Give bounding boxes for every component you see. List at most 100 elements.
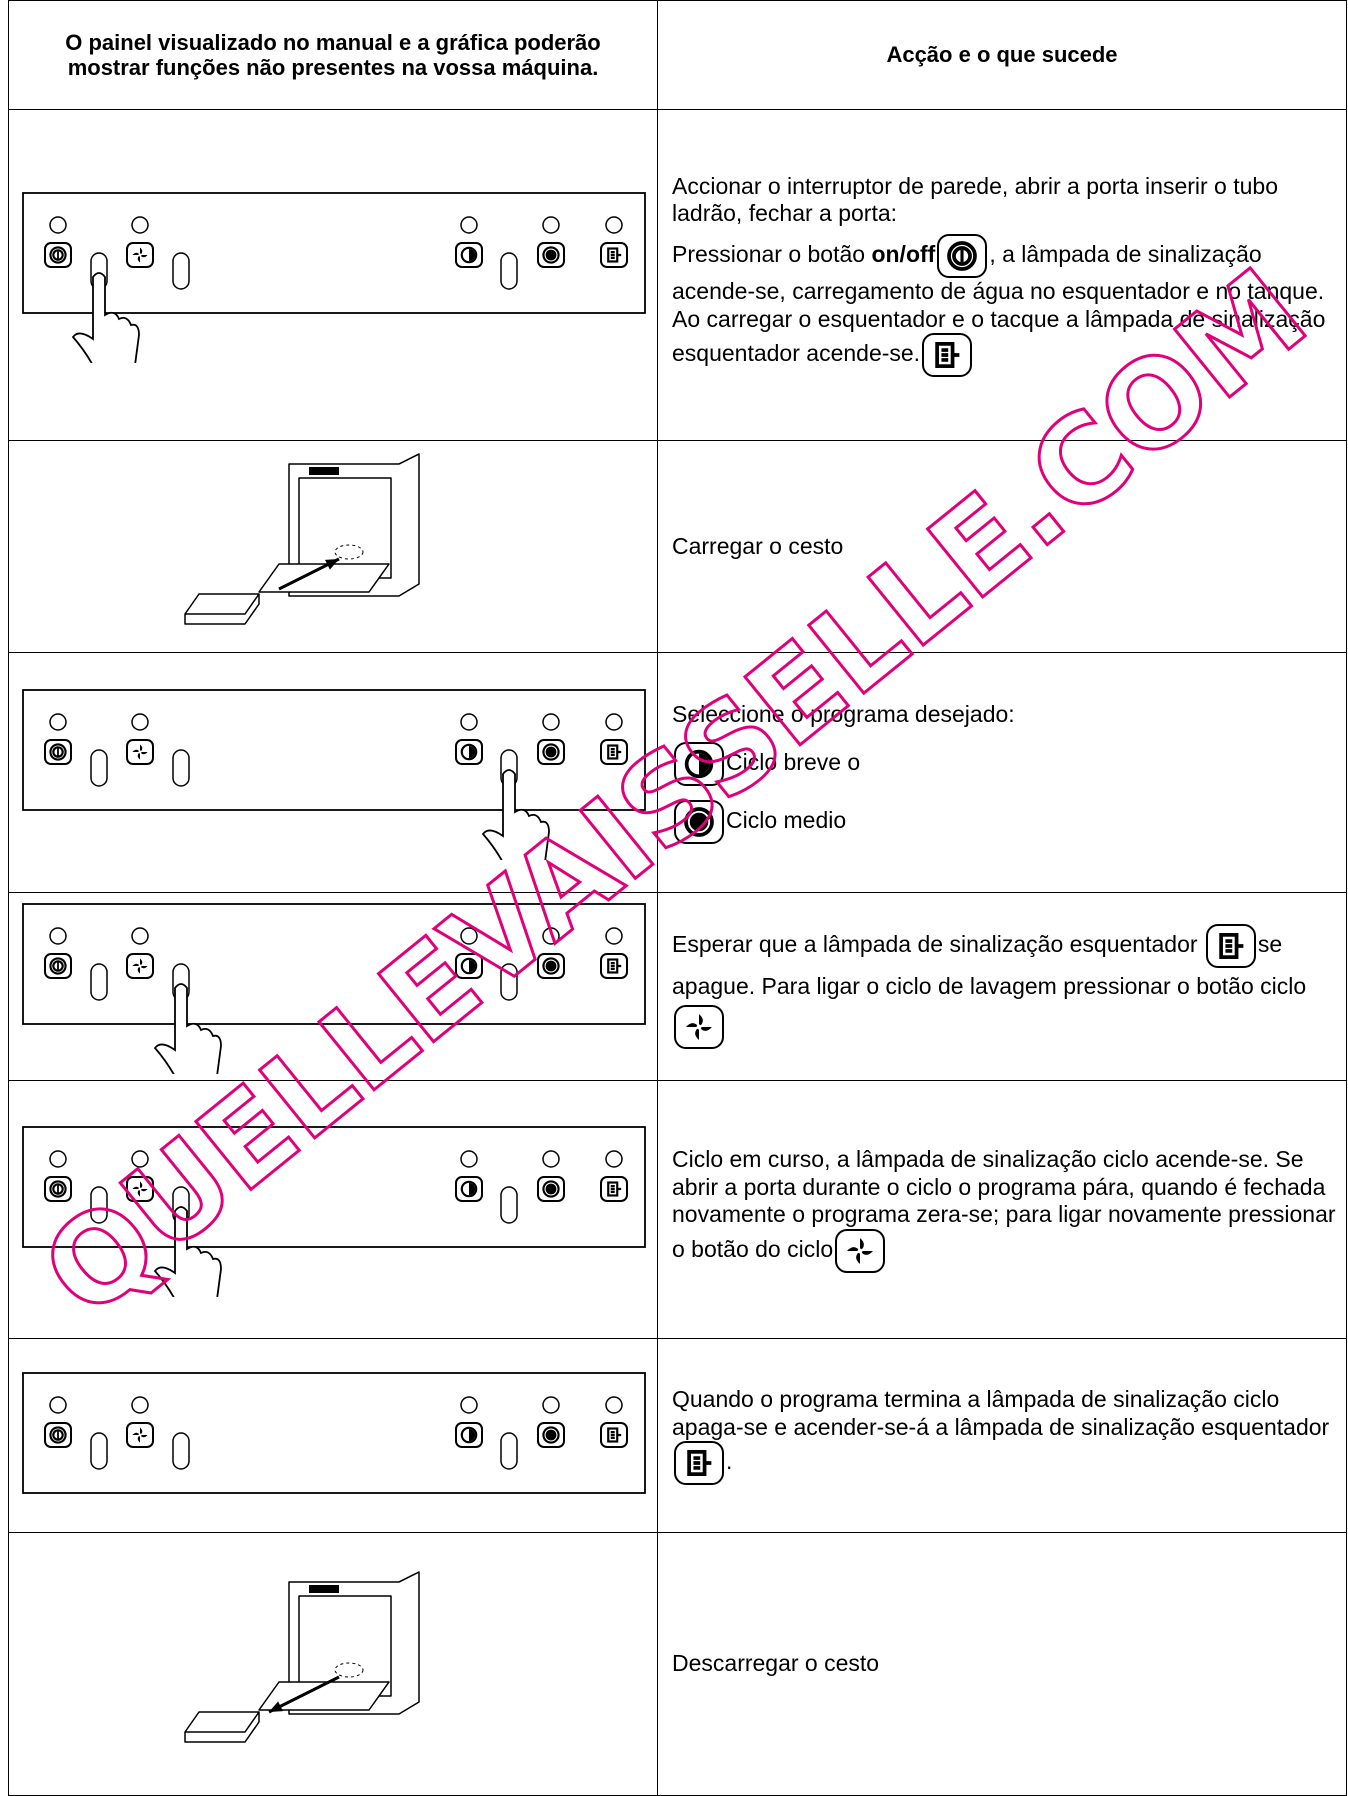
text: Ao carregar o esquentador e o tacque a l… [672, 305, 1326, 367]
glyph [699, 1013, 703, 1027]
glyph [138, 750, 142, 754]
text: Accionar o interruptor de parede, abrir … [672, 172, 1278, 227]
glyph [545, 960, 557, 972]
control-panel [22, 689, 646, 880]
glyph [49, 245, 67, 264]
glyph [137, 752, 140, 760]
glyph [49, 957, 67, 975]
machine-drawing [184, 1570, 420, 1743]
row: Descarregar o cesto [8, 1532, 1347, 1796]
control-panel [22, 1126, 646, 1317]
control-panel [22, 191, 646, 383]
hand [153, 1206, 222, 1309]
glyph [952, 246, 973, 266]
glyph [49, 1180, 67, 1198]
icon [674, 1004, 724, 1049]
image-cell [8, 1532, 658, 1796]
action-cell: Esperar que a lâmpada de sinalização esq… [657, 892, 1347, 1081]
glyph [140, 1435, 148, 1438]
glyph [610, 748, 622, 756]
icon [922, 333, 973, 378]
lamp [542, 1396, 560, 1414]
arrow [268, 1675, 340, 1713]
slot [500, 1186, 518, 1224]
lamp [605, 1150, 623, 1168]
icon [835, 1228, 886, 1273]
header-cell: Acção e o que sucede [657, 0, 1347, 110]
slot [500, 251, 518, 290]
glyph [137, 254, 140, 263]
action-cell: Carregar o cesto [657, 440, 1347, 653]
action-cell: Accionar o interruptor de parede, abrir … [657, 109, 1347, 441]
slot [90, 749, 108, 787]
slot [500, 1432, 518, 1470]
lamp [542, 713, 560, 731]
lamp [131, 713, 149, 731]
glyph [460, 246, 478, 263]
glyph [132, 1186, 140, 1189]
slot [90, 1186, 108, 1224]
glyph [695, 1026, 699, 1040]
text: Carregar o cesto [672, 532, 844, 559]
glyph [140, 958, 143, 966]
machine-door [258, 563, 390, 593]
row: Carregar o cesto [8, 440, 1347, 653]
glyph [847, 1247, 861, 1251]
hand [71, 271, 140, 374]
glyph [856, 1250, 861, 1264]
glyph [699, 1026, 712, 1031]
glyph [137, 966, 140, 974]
icon-graphic [687, 1450, 712, 1477]
slot [172, 251, 190, 290]
action-cell: Quando o programa termina a lâmpada de s… [657, 1338, 1347, 1533]
icon [674, 800, 724, 845]
rack-marker [334, 1662, 364, 1677]
lamp [542, 215, 560, 234]
glyph [140, 254, 148, 257]
glyph [52, 746, 64, 758]
glyph [610, 250, 622, 259]
glyph [460, 957, 478, 975]
text: Ciclo medio [726, 807, 847, 834]
glyph [140, 1189, 148, 1192]
glyph [947, 241, 978, 271]
icon-graphic [947, 241, 978, 271]
glyph [140, 752, 148, 755]
machine-edge [398, 453, 420, 465]
machine-door [258, 1680, 390, 1711]
glyph [140, 246, 143, 255]
glyph [1225, 939, 1244, 953]
lamp [49, 713, 67, 731]
slot [90, 1432, 108, 1470]
machine-panel [309, 467, 339, 475]
glyph [460, 743, 478, 761]
glyph [935, 342, 955, 369]
glyph [542, 245, 560, 264]
text: Esperar que a lâmpada de sinalização esq… [672, 931, 1198, 958]
panel-cell [8, 1080, 658, 1339]
row: Seleccione o programa desejado: Ciclo br… [8, 652, 1347, 893]
glyph [138, 964, 142, 968]
icon [937, 234, 988, 278]
lamp [542, 1150, 560, 1168]
header-cell: O painel visualizado no manual e a gráfi… [8, 0, 658, 110]
icon [1205, 924, 1256, 969]
icon-graphic [847, 1237, 874, 1264]
glyph [545, 746, 557, 758]
rack-marker [334, 544, 364, 560]
lamp [460, 927, 478, 945]
glyph [545, 249, 557, 260]
glyph [137, 1435, 140, 1443]
instruction-table: O painel visualizado no manual e a gráfi… [8, 0, 1347, 1796]
control-panel [22, 1372, 646, 1494]
glyph [132, 963, 140, 966]
lamp [460, 215, 478, 234]
glyph [684, 750, 714, 779]
glyph [469, 1428, 476, 1442]
row: Esperar que a lâmpada de sinalização esq… [8, 892, 1347, 1094]
lamp [605, 1396, 623, 1414]
image-cell [8, 440, 658, 653]
glyph [610, 1431, 622, 1439]
action-cell: Ciclo em curso, a lâmpada de sinalização… [657, 1080, 1347, 1339]
